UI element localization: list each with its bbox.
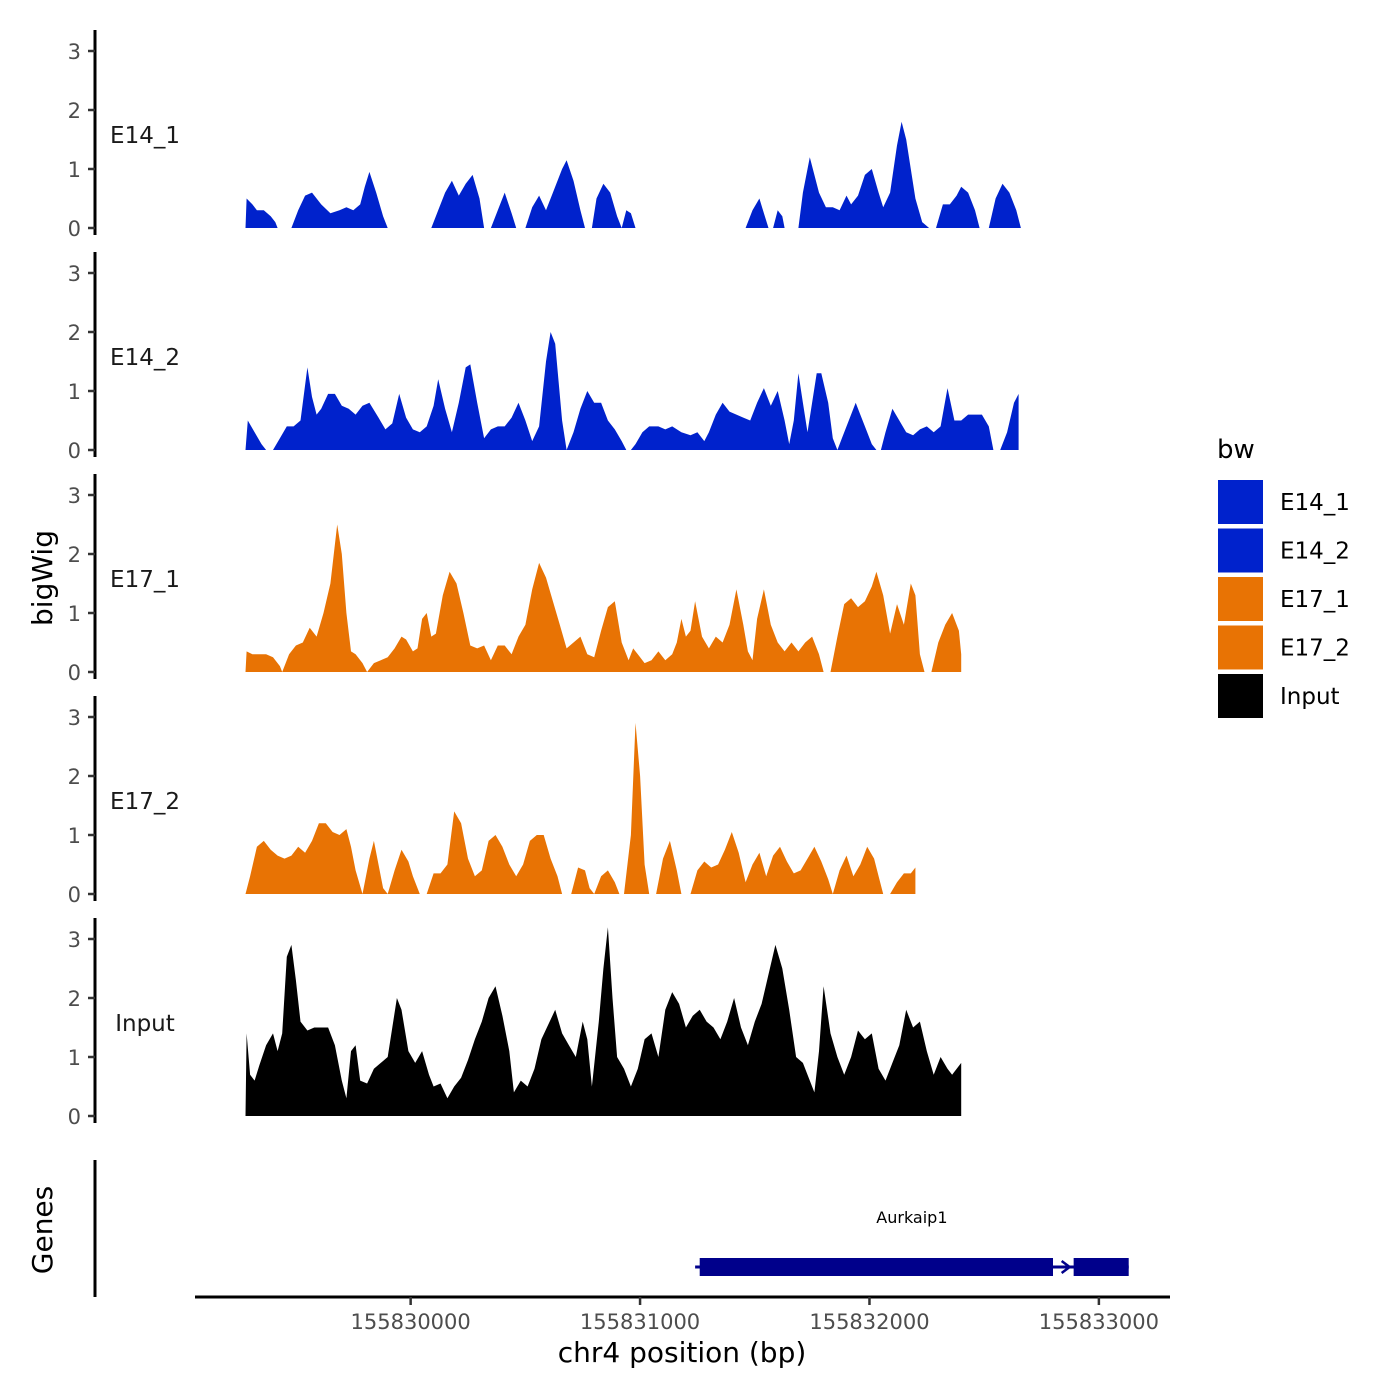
x-tick-label: 155831000 — [580, 1310, 700, 1334]
track-label-input: Input — [115, 1011, 175, 1037]
legend-item-input: Input — [1218, 674, 1340, 718]
legend-label: E14_1 — [1280, 490, 1350, 516]
signal-tracks: 0 1 2 3 E14_1 0 1 2 3 E14_2 0 1 2 3 E17_1 0 1 2 3 E17_2 0 1 2 3… — [68, 30, 1021, 1129]
legend-label: E17_2 — [1280, 636, 1350, 662]
y-tick-label: 2 — [68, 765, 81, 789]
legend-swatch — [1218, 674, 1263, 718]
y-tick-label: 2 — [68, 99, 81, 123]
area-e17-2 — [245, 722, 916, 894]
track-label-e17-2: E17_2 — [110, 789, 180, 815]
strand-arrow-icon — [1060, 1260, 1072, 1274]
x-tick-label: 155830000 — [351, 1310, 471, 1334]
legend: bw E14_1 E14_2 E17_1 E17_2 Input — [1217, 435, 1350, 718]
track-label-e14-2: E14_2 — [110, 345, 180, 371]
gene-aurkaip1: Aurkaip1 — [695, 1208, 1129, 1276]
x-axis-title: chr4 position (bp) — [558, 1336, 807, 1369]
x-tick-label: 155832000 — [809, 1310, 929, 1334]
y-tick-label: 1 — [68, 158, 81, 182]
legend-swatch — [1218, 577, 1263, 621]
y-tick-label: 2 — [68, 987, 81, 1011]
gene-exon — [1073, 1258, 1129, 1276]
legend-item-e17-1: E17_1 — [1218, 577, 1350, 621]
y-tick-label: 1 — [68, 1046, 81, 1070]
legend-item-e14-1: E14_1 — [1218, 480, 1350, 524]
gene-panel: Genes Aurkaip1 — [26, 1160, 1129, 1297]
gene-label: Aurkaip1 — [876, 1208, 947, 1227]
track-e14-2: 0 1 2 3 E14_2 — [68, 252, 1019, 463]
gene-exon — [699, 1258, 1053, 1276]
y-tick-label: 2 — [68, 543, 81, 567]
legend-swatch — [1218, 480, 1263, 524]
area-input — [245, 927, 962, 1116]
y-tick-label: 1 — [68, 380, 81, 404]
track-e14-1: 0 1 2 3 E14_1 — [68, 30, 1021, 241]
y-axis-title: bigWig — [26, 530, 59, 626]
legend-title: bw — [1217, 435, 1255, 465]
x-tick-label: 155833000 — [1039, 1310, 1159, 1334]
y-tick-label: 0 — [68, 439, 81, 463]
area-e14-2 — [245, 332, 1019, 450]
y-tick-label: 1 — [68, 602, 81, 626]
y-tick-label: 0 — [68, 883, 81, 907]
track-label-e17-1: E17_1 — [110, 567, 180, 593]
area-e17-1 — [245, 524, 962, 672]
y-tick-label: 3 — [68, 928, 81, 952]
track-e17-1: 0 1 2 3 E17_1 — [68, 474, 962, 685]
legend-item-e17-2: E17_2 — [1218, 625, 1350, 670]
track-label-e14-1: E14_1 — [110, 123, 180, 149]
legend-label: Input — [1280, 684, 1340, 710]
y-tick-label: 3 — [68, 484, 81, 508]
genes-axis-title: Genes — [26, 1186, 59, 1274]
track-e17-2: 0 1 2 3 E17_2 — [68, 696, 916, 907]
x-axis: 155830000 155831000 155832000 155833000 chr… — [195, 1295, 1170, 1369]
y-tick-label: 2 — [68, 321, 81, 345]
legend-swatch — [1218, 528, 1263, 573]
y-tick-label: 3 — [68, 262, 81, 286]
legend-label: E17_1 — [1280, 587, 1350, 613]
track-input: 0 1 2 3 Input — [68, 918, 962, 1129]
area-e14-1 — [245, 121, 1021, 228]
y-tick-label: 1 — [68, 824, 81, 848]
y-tick-label: 0 — [68, 1105, 81, 1129]
y-tick-label: 0 — [68, 661, 81, 685]
y-tick-label: 0 — [68, 217, 81, 241]
y-tick-label: 3 — [68, 706, 81, 730]
legend-item-e14-2: E14_2 — [1218, 528, 1350, 573]
legend-swatch — [1218, 625, 1263, 670]
legend-label: E14_2 — [1280, 539, 1350, 565]
gene-models: Aurkaip1 — [695, 1208, 1129, 1276]
y-tick-label: 3 — [68, 40, 81, 64]
